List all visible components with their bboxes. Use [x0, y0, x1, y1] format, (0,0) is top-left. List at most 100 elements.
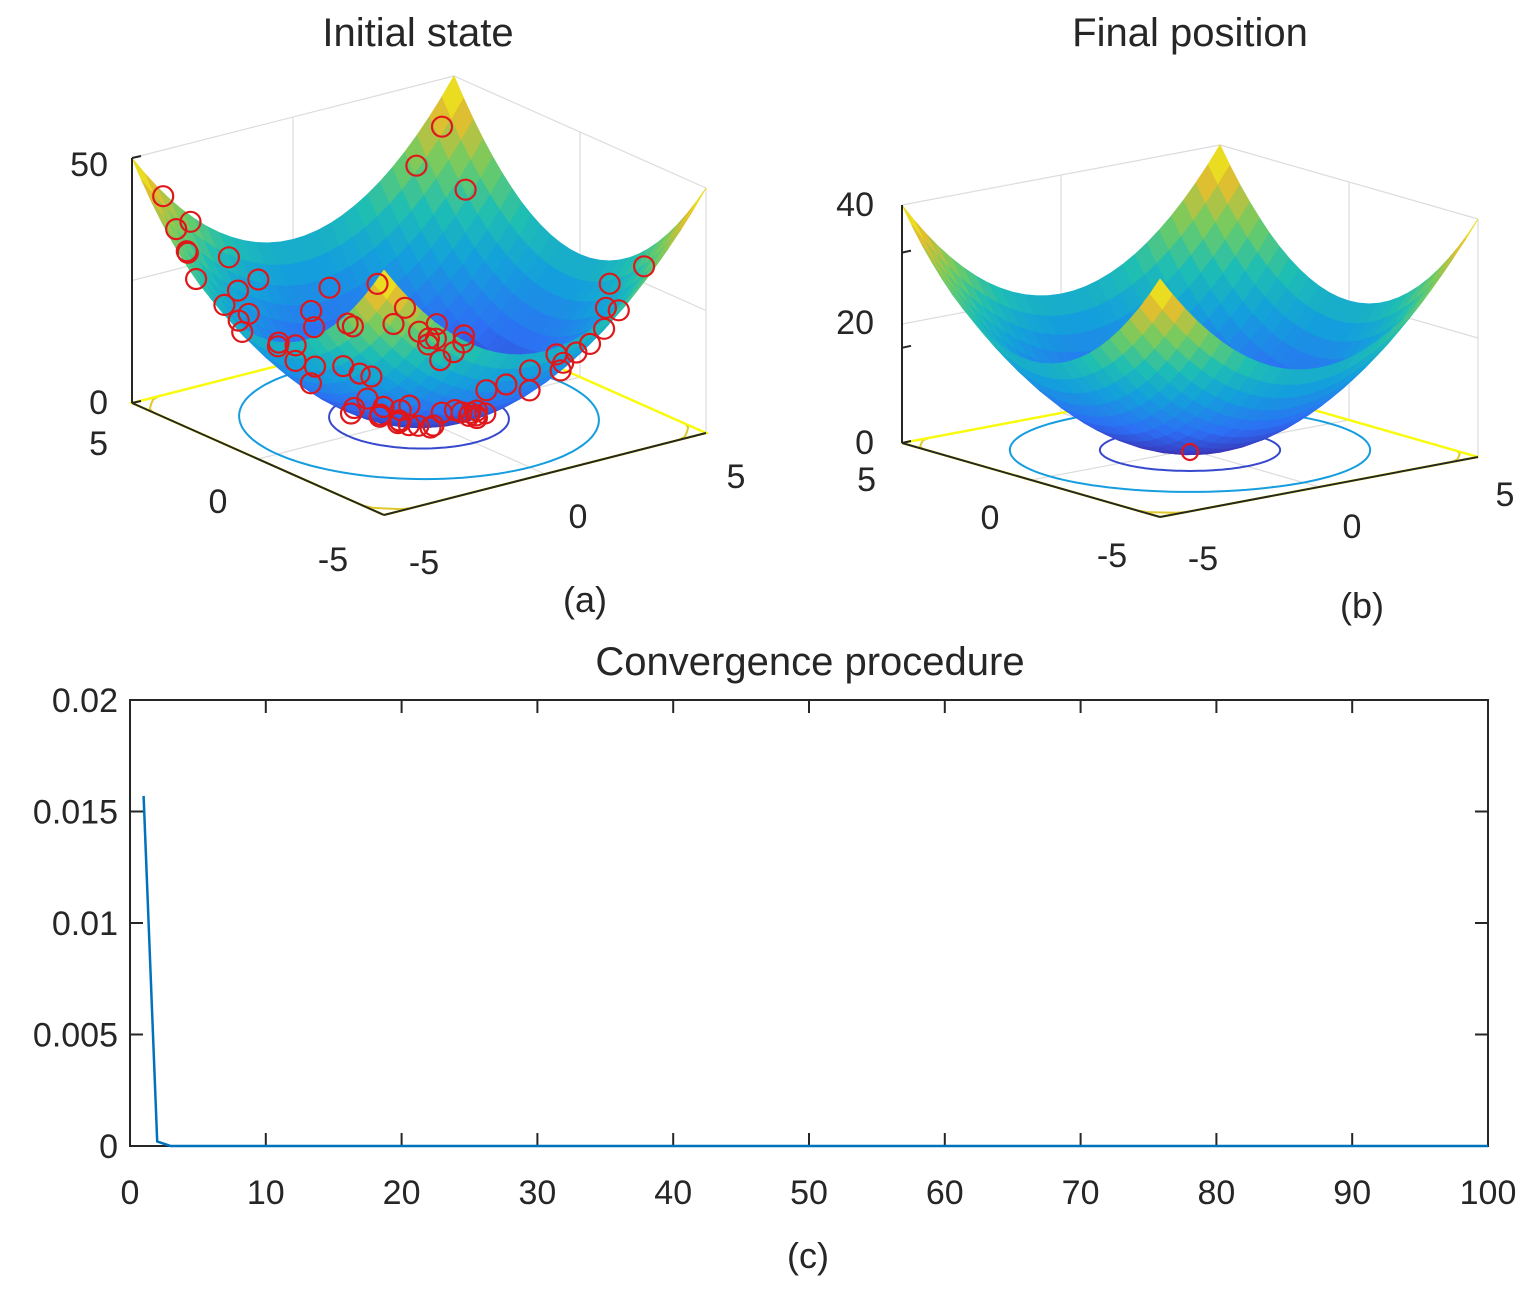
x-tick-c-80: 80: [1197, 1174, 1235, 1212]
chart-c-plot-area: [129, 699, 1489, 1147]
x-tick-c-0: 0: [121, 1174, 140, 1212]
y-tick-a-5: 5: [89, 425, 108, 463]
particle-marker: [368, 405, 391, 428]
particle-marker: [495, 373, 518, 396]
panel-initial-state: Initial state 50 0 5 0 -5 -5 0 5 (a): [70, 11, 745, 620]
x-tick-c-30: 30: [518, 1174, 556, 1212]
x-tick-c-50: 50: [790, 1174, 828, 1212]
particle-marker: [607, 299, 630, 322]
y-tick-b-5: 5: [857, 461, 876, 499]
particle-marker: [217, 246, 240, 269]
particle-marker: [424, 327, 447, 350]
y-tick-b-neg5: -5: [1097, 537, 1127, 575]
surface-patch: [664, 213, 687, 247]
x-tick-c-90: 90: [1333, 1174, 1371, 1212]
particle-marker: [594, 296, 618, 319]
z-tick-b-20: 20: [836, 304, 874, 342]
axis-line: [1159, 456, 1479, 518]
x-tick-b-5: 5: [1496, 476, 1515, 514]
chart-a-axes: [131, 155, 707, 516]
x-tick-a-5: 5: [727, 458, 746, 496]
particle-marker: [475, 379, 498, 402]
y-tick-a-0: 0: [209, 483, 228, 521]
particle-marker: [592, 317, 616, 340]
particle-marker: [430, 115, 454, 138]
z-tick-mark: [901, 249, 912, 254]
chart-a-surface: [131, 75, 707, 429]
surface-patch: [373, 269, 397, 300]
chart-b-z-ticks: 40 20 0: [836, 186, 874, 462]
panel-convergence: Convergence procedure 0 10 20 30 40 50 6…: [33, 640, 1516, 1276]
x-tick-c-60: 60: [926, 1174, 964, 1212]
particle-marker: [213, 293, 236, 316]
converged-particle: [1180, 442, 1200, 462]
chart-c-series: [142, 795, 1488, 1148]
x-tick-c-20: 20: [383, 1174, 421, 1212]
particle-marker: [226, 279, 250, 302]
particle-marker: [442, 341, 465, 364]
particle-marker: [318, 276, 341, 299]
particle-marker: [247, 268, 270, 291]
particle-marker: [393, 296, 417, 319]
particle-marker: [266, 335, 289, 358]
caption-c: (c): [787, 1235, 829, 1276]
particle-marker: [231, 320, 254, 343]
x-tick-b-0: 0: [1343, 508, 1362, 546]
particle-marker: [398, 394, 421, 417]
y-tick-c-0.02: 0.02: [52, 682, 118, 720]
chart-b-particles: [1180, 442, 1200, 462]
particle-marker: [339, 402, 363, 425]
particle-marker: [165, 218, 188, 241]
particle-marker: [179, 210, 202, 233]
y-tick-c-0.015: 0.015: [33, 794, 118, 832]
chart-b-title: Final position: [1072, 11, 1308, 55]
particle-marker: [552, 351, 575, 374]
z-tick-mark: [901, 440, 912, 444]
z-tick-b-40: 40: [836, 186, 874, 224]
particle-marker: [284, 334, 307, 357]
z-tick-b-0: 0: [855, 424, 874, 462]
particle-marker: [302, 316, 326, 339]
y-tick-c-0: 0: [99, 1128, 118, 1166]
particle-marker: [598, 272, 621, 295]
particle-marker: [465, 399, 488, 422]
chart-a-y-ticks: 5 0 -5: [89, 425, 348, 579]
surface-patch: [1149, 278, 1173, 310]
z-tick-mark: [901, 344, 912, 349]
particle-marker: [152, 185, 175, 208]
chart-b-surface: [901, 144, 1479, 456]
panel-final-position: Final position 40 20 0 5 0 -5 -5 0 5 (b): [836, 11, 1514, 626]
chart-a-z-ticks: 50 0: [70, 146, 108, 422]
z-tick-mark: [131, 400, 142, 404]
chart-c-x-tick-labels: 0 10 20 30 40 50 60 70 80 90 100: [121, 1174, 1517, 1212]
x-tick-c-40: 40: [654, 1174, 692, 1212]
x-tick-b-neg5: -5: [1188, 540, 1218, 578]
particle-marker: [429, 349, 452, 372]
chart-b-x-ticks: -5 0 5: [1188, 476, 1515, 578]
y-tick-c-0.005: 0.005: [33, 1017, 118, 1055]
z-tick-a-0: 0: [89, 384, 108, 422]
x-tick-c-70: 70: [1062, 1174, 1100, 1212]
surface-patch: [901, 204, 925, 241]
particle-marker: [336, 312, 359, 335]
particle-marker: [366, 272, 389, 295]
particle-marker: [175, 240, 198, 263]
caption-a: (a): [563, 579, 607, 620]
z-tick-mark: [131, 155, 142, 159]
chart-a-particles: [152, 115, 656, 439]
particle-marker: [422, 414, 445, 437]
particle-marker: [518, 359, 542, 382]
y-tick-a-neg5: -5: [318, 541, 348, 579]
axis-line: [901, 442, 1161, 518]
surface-patch: [131, 157, 155, 196]
axis-line: [131, 402, 385, 516]
chart-b-axes: [901, 205, 1479, 518]
particle-marker: [419, 416, 442, 439]
particle-marker: [303, 355, 327, 378]
chart-a-title: Initial state: [322, 11, 513, 55]
axis-line: [383, 432, 707, 516]
x-tick-a-0: 0: [569, 498, 588, 536]
chart-c-title: Convergence procedure: [595, 640, 1024, 684]
particle-marker: [417, 327, 440, 350]
